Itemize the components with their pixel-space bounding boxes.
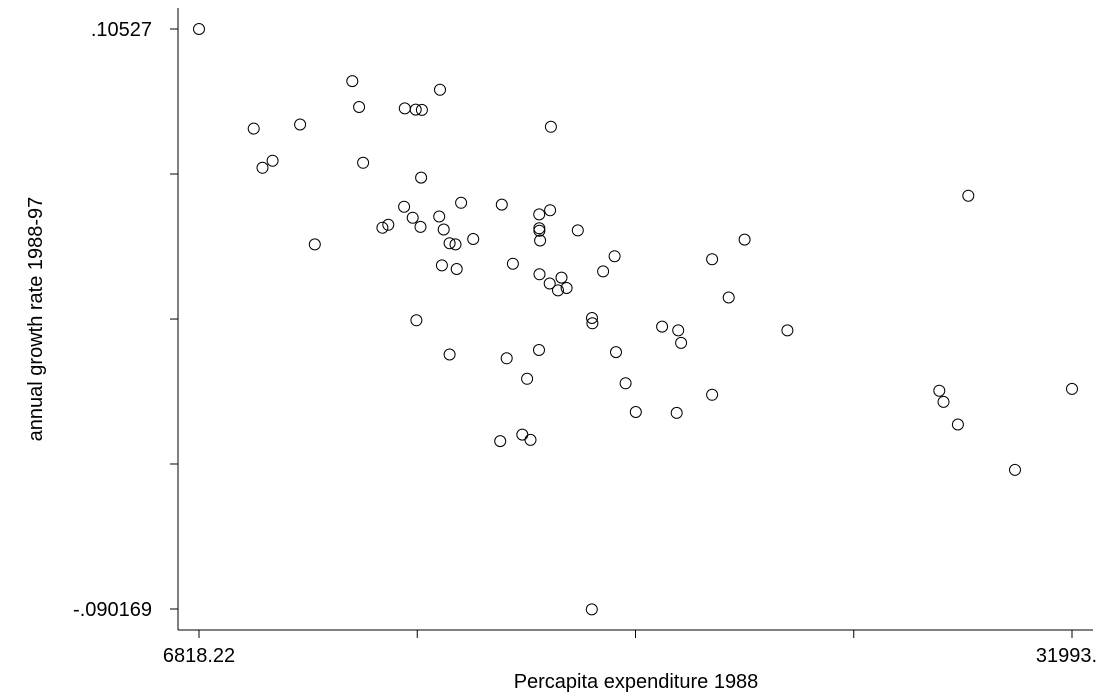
data-point bbox=[610, 346, 622, 359]
data-point bbox=[506, 257, 519, 270]
data-point bbox=[544, 204, 557, 217]
data-point bbox=[193, 23, 205, 35]
data-point bbox=[722, 291, 735, 304]
data-point bbox=[467, 233, 480, 245]
data-point bbox=[533, 222, 546, 235]
axes bbox=[177, 8, 1093, 631]
data-point bbox=[781, 324, 794, 337]
x-tick-label: 6818.22 bbox=[163, 645, 235, 667]
data-point bbox=[533, 344, 545, 356]
data-point bbox=[450, 263, 463, 275]
data-point bbox=[308, 238, 321, 251]
data-point bbox=[560, 282, 573, 294]
data-point bbox=[409, 103, 422, 116]
x-axis-title: Percapita expenditure 1988 bbox=[514, 671, 759, 693]
data-point bbox=[495, 198, 508, 211]
data-point bbox=[1009, 463, 1021, 476]
data-point bbox=[675, 336, 688, 349]
data-point bbox=[544, 120, 557, 133]
data-point bbox=[516, 428, 529, 441]
data-point bbox=[435, 259, 448, 272]
data-point bbox=[1066, 382, 1078, 395]
data-point bbox=[951, 418, 964, 431]
data-point bbox=[962, 189, 975, 202]
data-point bbox=[357, 156, 370, 169]
y-tick-label: .10527 bbox=[91, 19, 152, 41]
data-point bbox=[376, 221, 389, 234]
data-point bbox=[585, 603, 598, 616]
data-point bbox=[586, 317, 599, 330]
data-point bbox=[247, 122, 260, 135]
data-point bbox=[353, 101, 366, 113]
data-point bbox=[738, 233, 751, 246]
data-point bbox=[294, 118, 307, 131]
data-point bbox=[433, 210, 446, 223]
data-point bbox=[256, 161, 269, 174]
data-point bbox=[406, 211, 419, 224]
data-point bbox=[434, 83, 446, 96]
data-point bbox=[533, 208, 546, 221]
ticks: 6818.22 31993.1 .10527 -.090169 bbox=[73, 19, 1098, 667]
data-point bbox=[533, 268, 546, 281]
data-point bbox=[398, 200, 411, 213]
data-point bbox=[629, 406, 642, 418]
data-point bbox=[555, 271, 568, 284]
data-point bbox=[414, 220, 427, 233]
data-point bbox=[410, 314, 423, 327]
data-point bbox=[670, 406, 683, 419]
data-point bbox=[437, 223, 450, 236]
data-point bbox=[552, 284, 564, 297]
data-point bbox=[494, 435, 507, 448]
data-point bbox=[608, 250, 621, 263]
data-point bbox=[521, 372, 534, 385]
data-point bbox=[443, 237, 456, 250]
data-point bbox=[533, 224, 546, 237]
data-point bbox=[382, 218, 395, 231]
data-point bbox=[706, 388, 719, 401]
data-point bbox=[415, 171, 428, 184]
data-point bbox=[571, 224, 584, 237]
data-point bbox=[937, 395, 950, 408]
data-points bbox=[193, 23, 1078, 616]
data-point bbox=[266, 154, 279, 167]
data-point bbox=[543, 277, 556, 290]
data-point bbox=[534, 234, 547, 247]
y-axis-title: annual growth rate 1988-97 bbox=[25, 197, 47, 442]
data-point bbox=[346, 75, 359, 88]
data-point bbox=[449, 238, 462, 251]
y-tick-label: -.090169 bbox=[73, 599, 152, 621]
data-point bbox=[933, 384, 946, 397]
data-point bbox=[415, 103, 428, 116]
data-point bbox=[500, 352, 513, 365]
data-point bbox=[443, 348, 456, 361]
data-point bbox=[524, 433, 537, 446]
data-point bbox=[706, 253, 719, 266]
data-point bbox=[672, 324, 685, 337]
data-point bbox=[656, 320, 669, 333]
data-point bbox=[455, 196, 468, 209]
data-point bbox=[597, 265, 610, 278]
data-point bbox=[619, 377, 632, 390]
data-point bbox=[586, 312, 598, 324]
data-point bbox=[398, 102, 411, 115]
x-tick-label: 31993.1 bbox=[1036, 645, 1098, 667]
